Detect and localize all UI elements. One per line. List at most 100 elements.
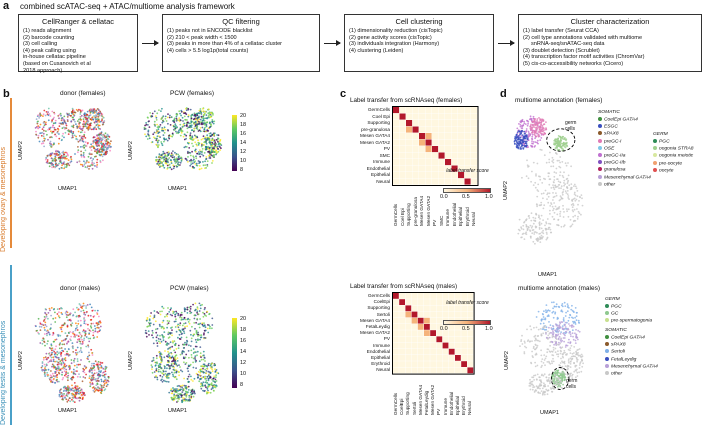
- umap-point: [49, 115, 52, 117]
- umap-point: [36, 329, 38, 332]
- umap-point: [555, 305, 558, 308]
- umap-point: [552, 316, 555, 319]
- umap-point: [170, 388, 173, 391]
- umap-point: [185, 336, 188, 339]
- umap-point: [48, 307, 51, 310]
- heatmap-row-label: Neural: [376, 367, 390, 373]
- umap-point: [193, 314, 196, 317]
- umap-point: [73, 111, 75, 114]
- umap-point: [541, 236, 543, 239]
- umap-point: [54, 348, 57, 351]
- heatmap-col-label: Supporting: [405, 391, 411, 415]
- heatmap-cell: [448, 311, 455, 318]
- umap-point: [99, 391, 102, 394]
- umap-point: [201, 303, 203, 306]
- umap-point: [83, 322, 86, 325]
- umap-point: [531, 140, 533, 142]
- umap-point: [575, 315, 578, 318]
- umap-point: [562, 204, 564, 207]
- umap-point: [59, 360, 62, 363]
- umap-point: [72, 136, 74, 139]
- umap-point: [68, 112, 70, 115]
- legend-label: oocyte: [659, 168, 674, 174]
- umap-point: [163, 140, 165, 143]
- umap-y-label: UMAP2: [503, 181, 509, 200]
- umap-point: [64, 338, 67, 340]
- umap-point: [53, 128, 56, 131]
- umap-point: [176, 360, 179, 362]
- umap-point: [168, 355, 171, 357]
- umap-point: [83, 131, 86, 134]
- umap-point: [170, 153, 173, 156]
- umap-point: [48, 377, 51, 380]
- umap-point: [175, 132, 178, 134]
- umap-point: [178, 374, 180, 377]
- umap-point: [147, 129, 150, 132]
- legend-label: granulosa: [604, 167, 626, 173]
- umap-point: [536, 335, 539, 337]
- umap-point: [73, 357, 76, 360]
- umap-point: [38, 117, 40, 119]
- umap-point: [43, 356, 45, 359]
- umap-point: [178, 329, 181, 331]
- umap-point: [168, 116, 171, 119]
- legend-dot: [653, 160, 657, 165]
- umap-point: [522, 228, 525, 231]
- umap-point: [545, 238, 548, 241]
- umap-point: [197, 160, 200, 162]
- umap-point: [568, 316, 571, 319]
- umap-point: [540, 123, 542, 126]
- heatmap-cell: [399, 107, 406, 114]
- heatmap-row-label: GermCells: [367, 293, 390, 298]
- umap-point: [70, 114, 72, 117]
- umap-point: [183, 330, 185, 333]
- umap-point: [549, 223, 552, 225]
- umap-point: [522, 124, 525, 127]
- umap-point: [45, 158, 47, 161]
- legend-germ-head-f: GERM: [653, 132, 668, 137]
- umap-point: [194, 361, 197, 363]
- umap-point: [181, 332, 183, 335]
- umap-point: [195, 155, 197, 158]
- umap-point: [528, 215, 530, 217]
- umap-point: [155, 357, 158, 360]
- step-item: (1) peaks not in ENCODE blacklist: [167, 28, 253, 34]
- umap-point: [159, 334, 161, 337]
- umap-point: [101, 118, 103, 121]
- legend-dot: [653, 139, 657, 143]
- umap-point: [190, 378, 193, 381]
- umap-point: [170, 116, 173, 119]
- heatmap-cell: [405, 311, 412, 318]
- umap-point: [529, 125, 532, 128]
- umap-point: [77, 322, 80, 325]
- umap-point: [67, 340, 70, 343]
- umap-point: [85, 336, 88, 338]
- umap-point: [556, 334, 559, 337]
- umap-point: [559, 166, 562, 169]
- heatmap-cell: [455, 330, 461, 336]
- umap-point: [163, 356, 166, 359]
- umap-point: [519, 125, 522, 128]
- umap-point: [84, 319, 86, 322]
- umap-point: [202, 161, 204, 163]
- umap-point: [538, 130, 541, 133]
- umap-point: [171, 314, 173, 317]
- umap-point: [81, 145, 84, 148]
- heatmap-cell: [467, 361, 474, 367]
- umap-point: [82, 376, 85, 378]
- umap-point: [166, 151, 169, 154]
- heatmap-cell: [445, 159, 452, 166]
- heatmap-cell: [424, 348, 430, 355]
- umap-point: [199, 346, 202, 348]
- umap-point: [571, 223, 574, 226]
- umap-point: [209, 125, 212, 128]
- umap-point: [209, 150, 212, 153]
- umap-point: [150, 364, 153, 367]
- umap-point: [557, 139, 560, 142]
- umap-point: [574, 214, 576, 217]
- umap-point: [164, 365, 166, 368]
- umap-title-donor-m: donor (males): [60, 285, 101, 292]
- umap-point: [159, 338, 162, 341]
- heatmap-cell: [424, 336, 430, 343]
- umap-point: [49, 309, 51, 312]
